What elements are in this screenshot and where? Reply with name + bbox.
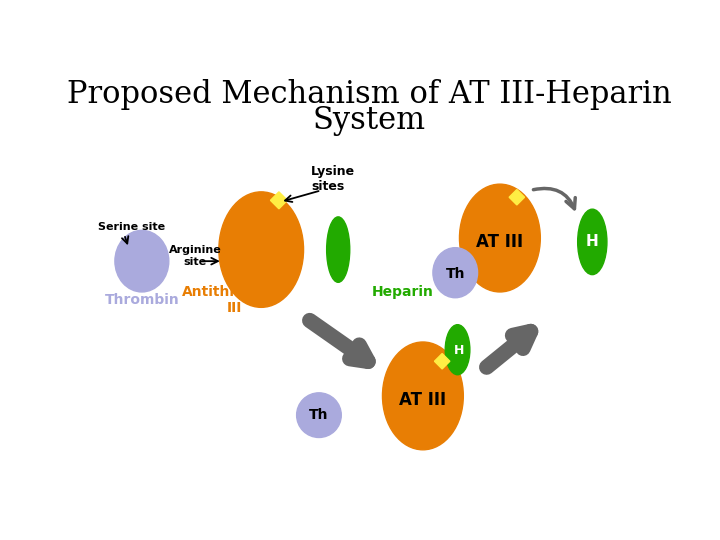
Text: Lysine
sites: Lysine sites xyxy=(311,165,356,193)
Polygon shape xyxy=(434,354,450,369)
Text: H: H xyxy=(586,234,598,249)
Text: AT III: AT III xyxy=(400,391,446,409)
Text: Arginine
site: Arginine site xyxy=(168,245,222,267)
Text: Serine site: Serine site xyxy=(98,221,165,232)
Ellipse shape xyxy=(297,393,341,437)
Text: AT III: AT III xyxy=(477,233,523,251)
Ellipse shape xyxy=(433,248,477,298)
Polygon shape xyxy=(509,190,525,205)
Text: Th: Th xyxy=(309,408,329,422)
Ellipse shape xyxy=(382,342,464,450)
Polygon shape xyxy=(271,192,287,209)
Text: Proposed Mechanism of AT III-Heparin: Proposed Mechanism of AT III-Heparin xyxy=(67,78,671,110)
Ellipse shape xyxy=(219,192,304,307)
Text: Thrombin: Thrombin xyxy=(104,293,179,307)
Ellipse shape xyxy=(327,217,350,282)
Text: Heparin: Heparin xyxy=(372,285,433,299)
Text: System: System xyxy=(312,105,426,136)
Text: Antithrombin
III: Antithrombin III xyxy=(182,285,286,315)
Ellipse shape xyxy=(459,184,540,292)
Ellipse shape xyxy=(445,325,470,375)
Ellipse shape xyxy=(577,209,607,275)
Ellipse shape xyxy=(115,231,168,292)
Text: H: H xyxy=(454,344,464,357)
Text: Th: Th xyxy=(446,267,465,281)
